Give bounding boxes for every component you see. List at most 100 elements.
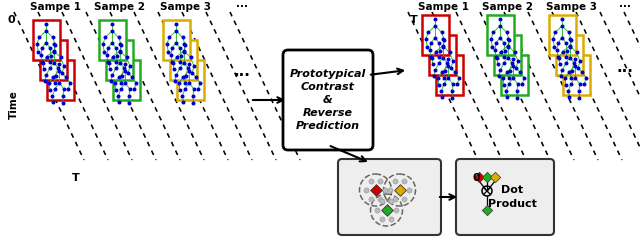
Point (502, 30, 512, 34)
Point (570, 64, 580, 68)
Point (41, 22, 51, 26)
Point (50, 43, 60, 47)
Point (428, 62, 438, 66)
Point (120, 81, 131, 85)
Point (500, 49, 510, 53)
Point (49, 60, 59, 64)
Point (499, 83, 509, 87)
Point (492, 56, 502, 60)
Point (389, 197, 399, 201)
Point (36, 53, 46, 57)
Point (114, 36, 124, 39)
Point (41, 29, 51, 33)
Point (508, 64, 518, 68)
Point (564, 44, 575, 48)
FancyBboxPatch shape (493, 35, 520, 75)
Point (180, 87, 190, 91)
Point (98, 42, 108, 46)
FancyBboxPatch shape (456, 159, 554, 235)
Point (430, 17, 440, 21)
Point (164, 36, 174, 39)
Point (394, 188, 404, 192)
Point (45, 67, 55, 70)
FancyBboxPatch shape (33, 20, 60, 60)
Point (446, 66, 456, 69)
Point (47, 94, 58, 98)
Point (437, 70, 447, 74)
FancyBboxPatch shape (283, 50, 373, 150)
Point (504, 82, 514, 86)
Point (512, 96, 522, 100)
Text: &: & (323, 95, 333, 105)
Point (49, 81, 60, 85)
Point (166, 53, 176, 57)
Point (179, 42, 189, 46)
Text: 0: 0 (7, 15, 15, 25)
Point (503, 56, 513, 60)
Point (561, 61, 571, 65)
Text: ···: ··· (236, 2, 248, 12)
Point (180, 81, 190, 85)
Point (116, 87, 126, 91)
Point (171, 22, 181, 26)
Point (166, 60, 177, 64)
Point (41, 41, 51, 45)
Point (491, 41, 501, 45)
Point (564, 56, 575, 60)
Point (166, 46, 177, 50)
Point (434, 83, 444, 87)
Point (426, 55, 436, 59)
Point (570, 57, 580, 61)
Text: Sampe 3: Sampe 3 (547, 2, 598, 12)
Point (184, 62, 195, 66)
Point (175, 60, 186, 64)
FancyBboxPatch shape (500, 55, 527, 95)
Point (41, 73, 51, 77)
Point (554, 56, 564, 60)
Point (515, 70, 525, 74)
Point (499, 55, 509, 59)
Text: Time: Time (9, 91, 19, 120)
Point (436, 30, 447, 34)
Point (488, 30, 499, 34)
Point (129, 87, 140, 91)
Point (430, 36, 440, 39)
Point (399, 197, 410, 201)
Point (107, 29, 117, 33)
Point (100, 36, 111, 39)
Point (110, 81, 120, 85)
Point (561, 83, 571, 87)
Point (195, 81, 205, 84)
Point (493, 74, 504, 78)
Point (490, 48, 500, 52)
Point (125, 64, 135, 68)
Point (54, 69, 64, 73)
Point (49, 50, 60, 54)
Point (174, 81, 184, 85)
Point (437, 95, 447, 99)
Point (180, 74, 191, 78)
Point (102, 53, 112, 57)
Point (438, 37, 448, 41)
Point (172, 55, 182, 59)
Point (46, 54, 56, 58)
Point (116, 43, 126, 47)
Point (482, 175, 492, 179)
Point (107, 41, 117, 45)
Point (499, 41, 509, 45)
Point (549, 45, 559, 49)
Point (365, 180, 376, 183)
Point (48, 100, 58, 104)
Point (163, 50, 173, 54)
Point (125, 87, 135, 91)
Point (376, 217, 387, 220)
Point (474, 175, 484, 179)
Point (177, 94, 188, 98)
Text: Prototypical: Prototypical (290, 69, 366, 79)
Point (447, 82, 458, 86)
Point (179, 49, 189, 53)
Point (561, 55, 572, 59)
Point (572, 51, 582, 54)
Point (168, 60, 178, 64)
Point (115, 60, 125, 64)
